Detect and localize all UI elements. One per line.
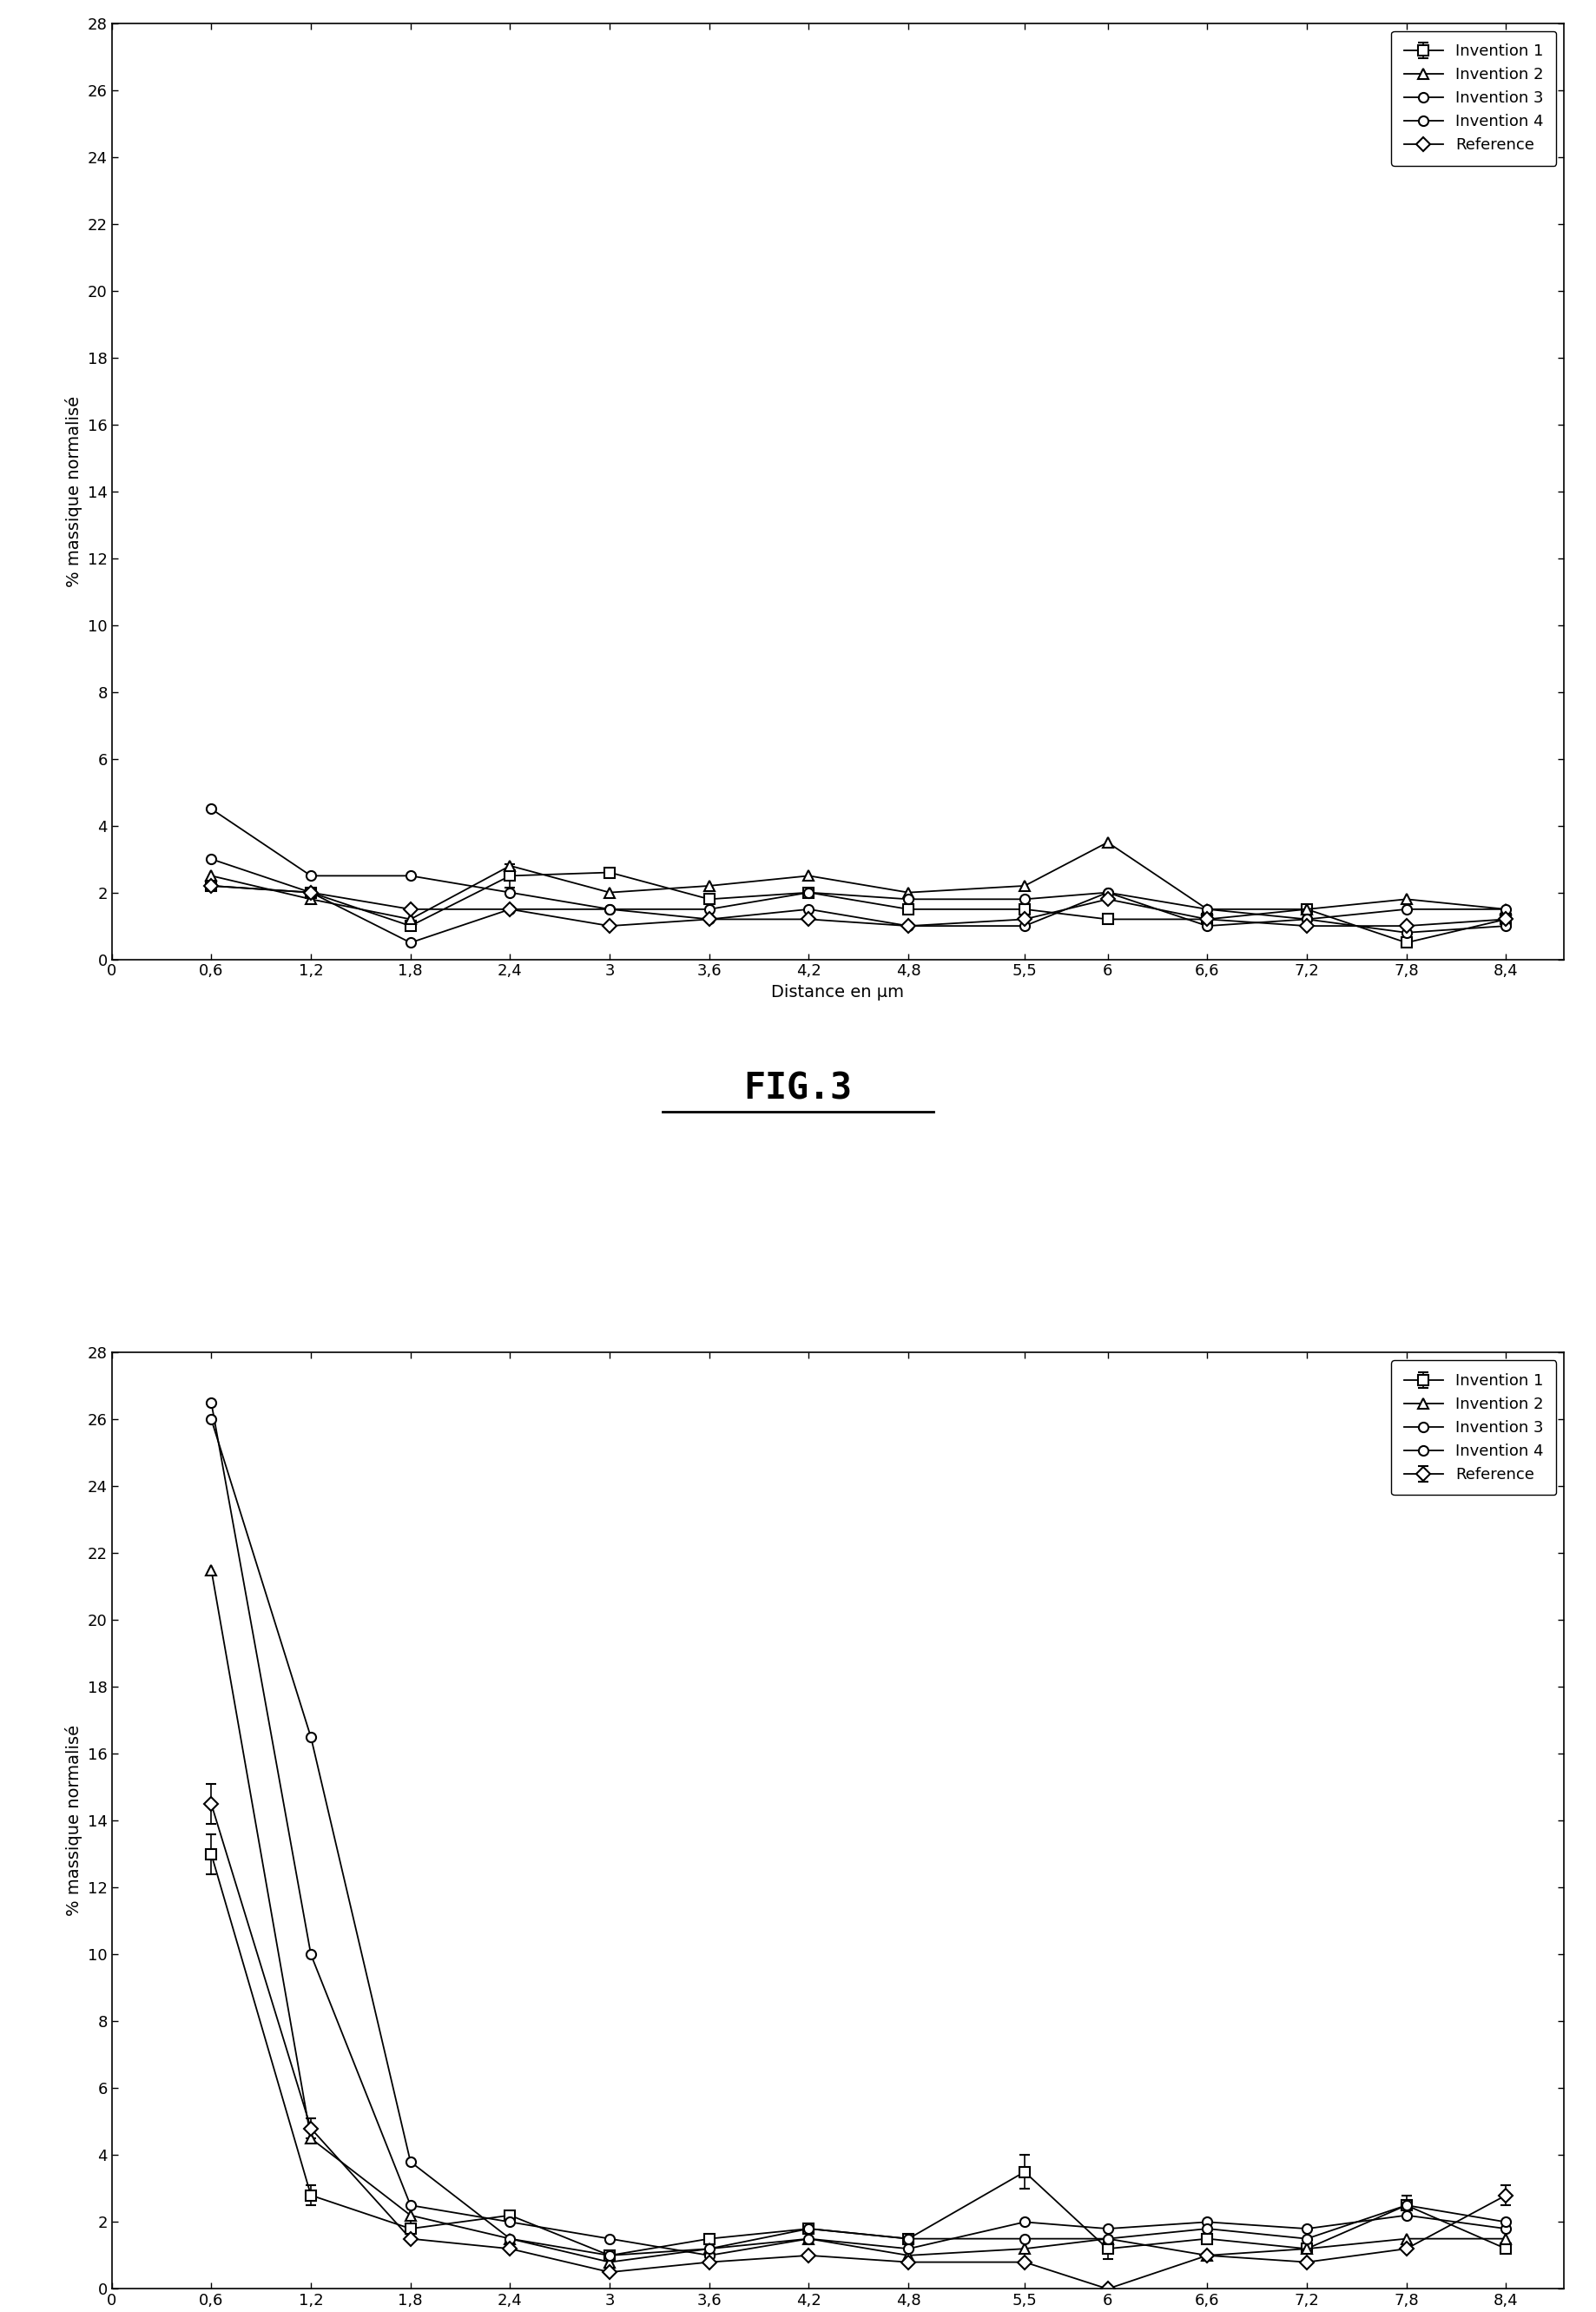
Legend: Invention 1, Invention 2, Invention 3, Invention 4, Reference: Invention 1, Invention 2, Invention 3, I…: [1392, 30, 1556, 166]
Y-axis label: % massique normalisé: % massique normalisé: [65, 1725, 83, 1917]
Text: FIG.3: FIG.3: [744, 1070, 852, 1107]
Legend: Invention 1, Invention 2, Invention 3, Invention 4, Reference: Invention 1, Invention 2, Invention 3, I…: [1392, 1359, 1556, 1496]
Y-axis label: % massique normalisé: % massique normalisé: [65, 395, 83, 587]
X-axis label: Distance en µm: Distance en µm: [771, 985, 905, 1001]
